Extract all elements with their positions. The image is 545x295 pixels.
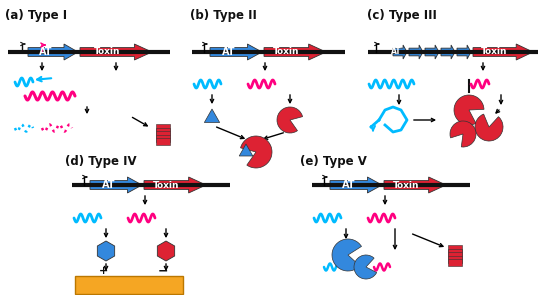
FancyArrow shape [393,45,407,59]
Polygon shape [204,109,220,122]
FancyArrow shape [473,44,533,60]
Bar [75,276,183,294]
Text: Toxin: Toxin [273,47,300,57]
Bar [156,138,170,145]
FancyArrow shape [457,45,471,59]
FancyArrow shape [90,177,142,193]
FancyArrow shape [409,45,423,59]
Text: Toxin: Toxin [481,47,508,57]
Text: AT: AT [102,180,116,190]
Text: (e) Type V: (e) Type V [300,155,367,168]
Bar [448,248,462,255]
Bar [448,245,462,252]
Text: Toxin: Toxin [94,47,120,57]
Bar [448,252,462,259]
Polygon shape [98,241,114,261]
Text: (b) Type II: (b) Type II [190,9,257,22]
Wedge shape [354,255,377,279]
Text: Toxin: Toxin [153,181,179,189]
FancyArrow shape [384,177,446,193]
FancyArrow shape [210,44,262,60]
FancyArrow shape [441,45,455,59]
Text: Toxin: Toxin [393,181,420,189]
Text: −: − [158,265,168,278]
Text: AT: AT [222,47,235,57]
FancyArrow shape [28,44,78,60]
Text: AT: AT [391,47,401,57]
Bar [156,131,170,138]
Text: (c) Type III: (c) Type III [367,9,437,22]
Bar [156,135,170,142]
FancyArrow shape [330,177,382,193]
FancyArrow shape [144,177,206,193]
Wedge shape [240,136,272,168]
Text: +: + [99,266,107,276]
Text: AT: AT [342,180,355,190]
Text: (a) Type I: (a) Type I [5,9,67,22]
Text: AT: AT [39,47,53,57]
Wedge shape [475,114,503,141]
Text: (d) Type IV: (d) Type IV [65,155,137,168]
Wedge shape [450,121,476,147]
Bar [448,255,462,263]
Polygon shape [158,241,174,261]
FancyArrow shape [264,44,326,60]
Bar [156,124,170,131]
Wedge shape [454,95,484,125]
Wedge shape [277,107,302,133]
Wedge shape [332,239,361,271]
FancyArrow shape [80,44,152,60]
Polygon shape [239,144,253,156]
FancyArrow shape [425,45,439,59]
Bar [448,259,462,266]
Bar [156,127,170,135]
